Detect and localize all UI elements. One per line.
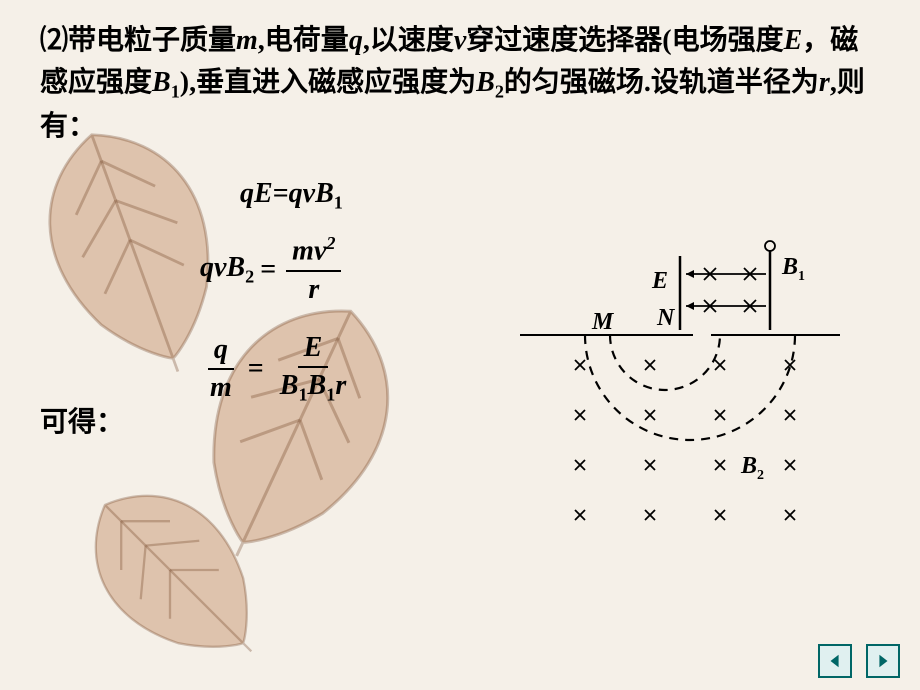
svg-text:2: 2 (757, 468, 764, 483)
mass-spectrometer-diagram: EB1MNB2 (500, 240, 860, 570)
svg-text:E: E (651, 268, 668, 294)
result-label: 可得： (40, 400, 124, 440)
svg-text:1: 1 (798, 269, 805, 284)
equation-1: qE=qvB1 (240, 178, 880, 214)
next-button[interactable] (866, 644, 900, 678)
nav-buttons (818, 644, 900, 678)
prev-button[interactable] (818, 644, 852, 678)
svg-text:M: M (591, 309, 615, 335)
svg-text:B: B (740, 453, 757, 479)
problem-text: ⑵带电粒子质量m,电荷量q,以速度v穿过速度选择器(电场强度E，磁感应强度B1)… (40, 20, 880, 148)
svg-text:B: B (781, 254, 798, 280)
svg-text:N: N (656, 305, 676, 331)
